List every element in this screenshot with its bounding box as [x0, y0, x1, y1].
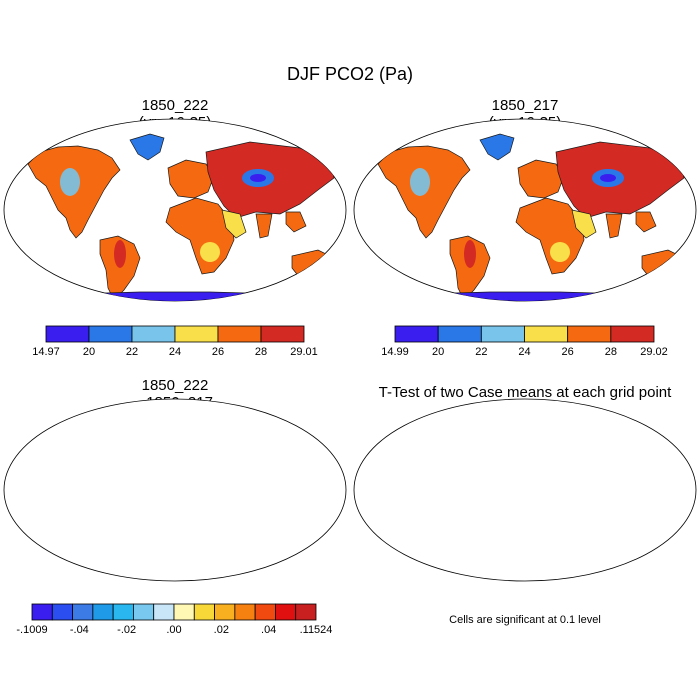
- cb3-swatch-10: [234, 603, 256, 621]
- cb1-label-3: 24: [168, 346, 182, 358]
- cb1-swatch-4: [217, 325, 262, 343]
- cb2-swatch-4: [567, 325, 612, 343]
- colorbar-3: [31, 603, 317, 621]
- figure-title: DJF PCO2 (Pa): [286, 64, 414, 84]
- cb3-swatch-0: [31, 603, 53, 621]
- cb3-label-2: -.02: [117, 624, 137, 636]
- colorbar-2: [394, 325, 655, 343]
- cb3-label-5: .04: [261, 624, 277, 636]
- panel4-title: T-Test of two Case means at each grid po…: [378, 384, 672, 401]
- cb3-swatch-9: [214, 603, 236, 621]
- cb2-label-3: 24: [518, 346, 531, 358]
- map-panel-3: [3, 398, 347, 582]
- cb3-swatch-13: [295, 603, 317, 621]
- cb2-label-5: 28: [604, 346, 617, 358]
- cb3-swatch-5: [133, 603, 155, 621]
- significance-note: Cells are significant at 0.1 level: [449, 614, 601, 626]
- p1-seasia-region: [285, 211, 307, 233]
- cb1-swatch-0: [45, 325, 90, 343]
- cb3-label-6: .11524: [299, 624, 333, 636]
- cb2-label-1: 20: [432, 346, 445, 358]
- cb2-swatch-1: [437, 325, 482, 343]
- p1-arabia-region: [221, 209, 247, 239]
- cb1-swatch-3: [174, 325, 219, 343]
- p2-europe-region: [517, 159, 565, 199]
- cb3-label-1: -.04: [69, 624, 89, 636]
- cb2-swatch-3: [524, 325, 569, 343]
- cb2-swatch-0: [394, 325, 439, 343]
- cb2-label-4: 26: [561, 346, 574, 358]
- p1-greenland-region: [129, 133, 165, 161]
- cb1-swatch-5: [260, 325, 305, 343]
- panel3-title-line1: 1850_222: [141, 377, 209, 394]
- cb3-swatch-7: [173, 603, 195, 621]
- cb3-swatch-11: [254, 603, 276, 621]
- cb3-swatch-4: [112, 603, 134, 621]
- cb2-label-2: 22: [475, 346, 488, 358]
- cb3-label-3: .00: [166, 624, 182, 636]
- cb1-swatch-1: [88, 325, 133, 343]
- p2-greenland-region: [479, 133, 515, 161]
- cb3-label-0: -.1009: [16, 624, 48, 636]
- map-panel-4: [353, 398, 697, 582]
- panel1-title-line1: 1850_222: [141, 97, 209, 114]
- cb1-label-6: 29.01: [290, 346, 318, 358]
- cb1-swatch-2: [131, 325, 176, 343]
- cb2-label-0: 14.99: [381, 346, 409, 358]
- cb1-label-2: 22: [125, 346, 139, 358]
- cb3-swatch-8: [193, 603, 215, 621]
- cb1-label-5: 28: [254, 346, 268, 358]
- cb3-label-4: .02: [213, 624, 229, 636]
- cb1-label-4: 26: [211, 346, 225, 358]
- cb1-label-0: 14.97: [32, 346, 60, 358]
- p1-europe-region: [167, 159, 215, 199]
- p2-seasia-region: [635, 211, 657, 233]
- cb3-swatch-3: [92, 603, 114, 621]
- p1-australia-region: [291, 249, 335, 283]
- p1-antarctica-region: [23, 291, 331, 301]
- colorbar-1: [45, 325, 305, 343]
- p2-australia-region: [641, 249, 685, 283]
- cb1-label-1: 20: [82, 346, 96, 358]
- cb2-swatch-5: [610, 325, 655, 343]
- cb3-swatch-6: [153, 603, 175, 621]
- cb2-swatch-2: [480, 325, 525, 343]
- cb2-label-6: 29.02: [640, 346, 668, 358]
- panel2-title-line1: 1850_217: [491, 97, 559, 114]
- cb3-swatch-12: [275, 603, 297, 621]
- map-panel-1: [3, 118, 347, 302]
- p2-india-region: [605, 213, 623, 239]
- p2-arabia-region: [571, 209, 597, 239]
- map-panel-2: [353, 118, 697, 302]
- cb3-swatch-2: [72, 603, 94, 621]
- cb3-swatch-1: [51, 603, 73, 621]
- p2-antarctica-region: [373, 291, 681, 301]
- p1-india-region: [255, 213, 273, 239]
